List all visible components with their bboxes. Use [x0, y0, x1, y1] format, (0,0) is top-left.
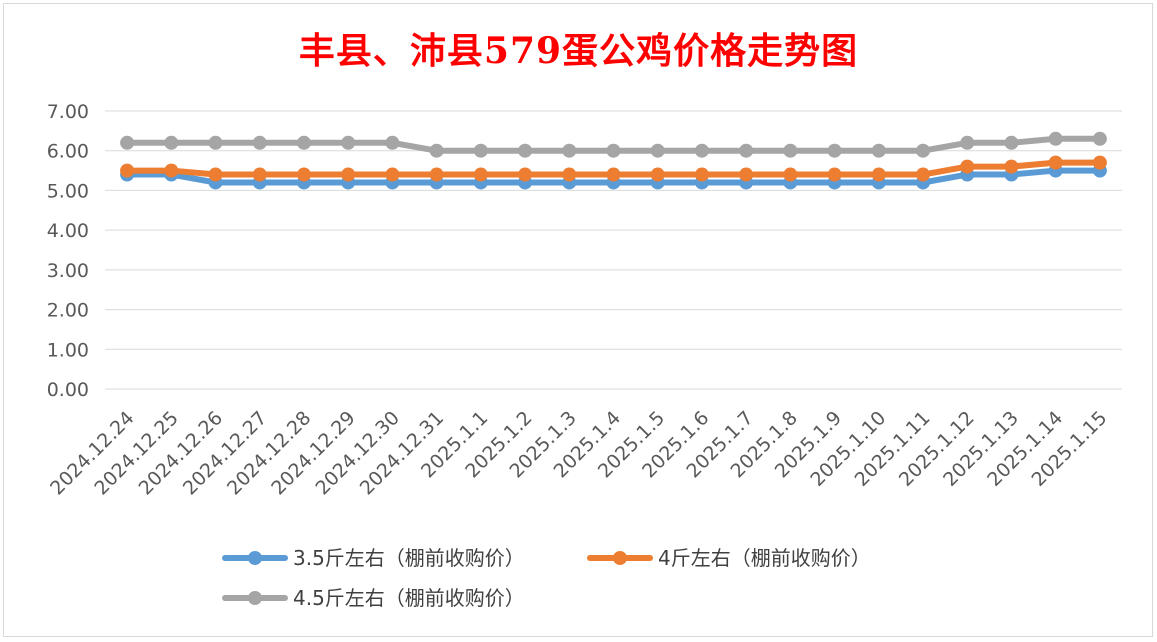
data-point [473, 167, 488, 182]
data-point [606, 167, 621, 182]
data-point [385, 167, 400, 182]
legend-swatch-marker [248, 551, 262, 565]
data-point [208, 135, 223, 150]
data-point [341, 135, 356, 150]
data-point [562, 143, 577, 158]
data-point [385, 135, 400, 150]
chart-frame [3, 3, 1153, 637]
data-point [1092, 131, 1107, 146]
data-point [429, 143, 444, 158]
legend-label: 3.5斤左右（棚前收购价） [293, 546, 525, 570]
data-point [694, 167, 709, 182]
y-tick-label: 5.00 [47, 180, 89, 202]
data-point [1092, 155, 1107, 170]
chart-title: 丰县、沛县579蛋公鸡价格走势图 [298, 30, 859, 72]
data-point [739, 167, 754, 182]
data-point [120, 135, 135, 150]
y-tick-label: 4.00 [47, 220, 89, 242]
y-tick-label: 7.00 [47, 101, 89, 123]
data-point [827, 167, 842, 182]
legend-item: 4斤左右（棚前收购价） [587, 546, 871, 570]
data-point [916, 167, 931, 182]
data-point [164, 163, 179, 178]
data-point [650, 143, 665, 158]
data-point [1004, 135, 1019, 150]
data-point [960, 135, 975, 150]
data-point [739, 143, 754, 158]
data-point [562, 167, 577, 182]
legend-label: 4.5斤左右（棚前收购价） [293, 586, 525, 610]
y-tick-label: 0.00 [47, 379, 89, 401]
series-2 [120, 155, 1107, 182]
data-point [208, 167, 223, 182]
data-point [916, 143, 931, 158]
legend-item: 3.5斤左右（棚前收购价） [222, 546, 525, 570]
legend-swatch-marker [248, 591, 262, 605]
data-point [518, 143, 533, 158]
y-tick-label: 6.00 [47, 141, 89, 163]
data-point [296, 135, 311, 150]
data-point [606, 143, 621, 158]
data-point [960, 159, 975, 174]
data-point [252, 167, 267, 182]
series-3 [120, 131, 1107, 158]
data-point [1048, 155, 1063, 170]
data-point [164, 135, 179, 150]
legend-swatch-marker [613, 551, 627, 565]
legend-label: 4斤左右（棚前收购价） [658, 546, 871, 570]
data-point [783, 143, 798, 158]
legend-item: 4.5斤左右（棚前收购价） [222, 586, 525, 610]
data-point [473, 143, 488, 158]
y-tick-label: 2.00 [47, 300, 89, 322]
data-point [296, 167, 311, 182]
data-point [341, 167, 356, 182]
data-point [252, 135, 267, 150]
data-point [1048, 131, 1063, 146]
data-point [827, 143, 842, 158]
data-point [783, 167, 798, 182]
data-point [871, 167, 886, 182]
data-point [650, 167, 665, 182]
data-point [518, 167, 533, 182]
data-point [871, 143, 886, 158]
data-point [429, 167, 444, 182]
data-point [694, 143, 709, 158]
y-tick-label: 1.00 [47, 339, 89, 361]
y-tick-label: 3.00 [47, 260, 89, 282]
data-point [1004, 159, 1019, 174]
data-point [120, 163, 135, 178]
